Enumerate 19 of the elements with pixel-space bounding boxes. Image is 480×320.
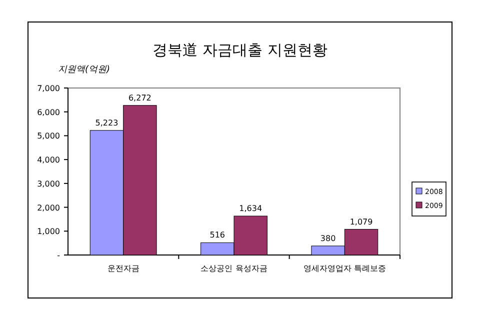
y-tick-label: 4,000 [37, 156, 60, 165]
y-tick-label: - [57, 251, 60, 260]
y-tick-label: 2,000 [37, 203, 60, 212]
data-label: 1,079 [350, 217, 373, 226]
chart-title: 경북道 자금대출 지원현황 [152, 41, 328, 59]
data-label: 380 [320, 234, 336, 243]
y-tick-label: 6,000 [37, 108, 60, 117]
x-tick-label: 영세자영업자 특례보증 [303, 264, 386, 273]
y-tick-label: 1,000 [37, 227, 60, 236]
y-tick-label: 3,000 [37, 179, 60, 188]
data-label: 516 [210, 230, 226, 240]
y-axis-title: 지원액(억원) [58, 65, 110, 75]
data-label: 1,634 [239, 204, 262, 214]
x-tick-label: 소상공인 육성자금 [200, 264, 268, 273]
x-tick-label: 운전자금 [107, 264, 140, 273]
y-tick-label: 7,000 [37, 84, 60, 93]
data-label: 5,223 [95, 118, 118, 128]
y-tick-label: 5,000 [37, 132, 60, 141]
data-label: 6,272 [128, 93, 152, 102]
